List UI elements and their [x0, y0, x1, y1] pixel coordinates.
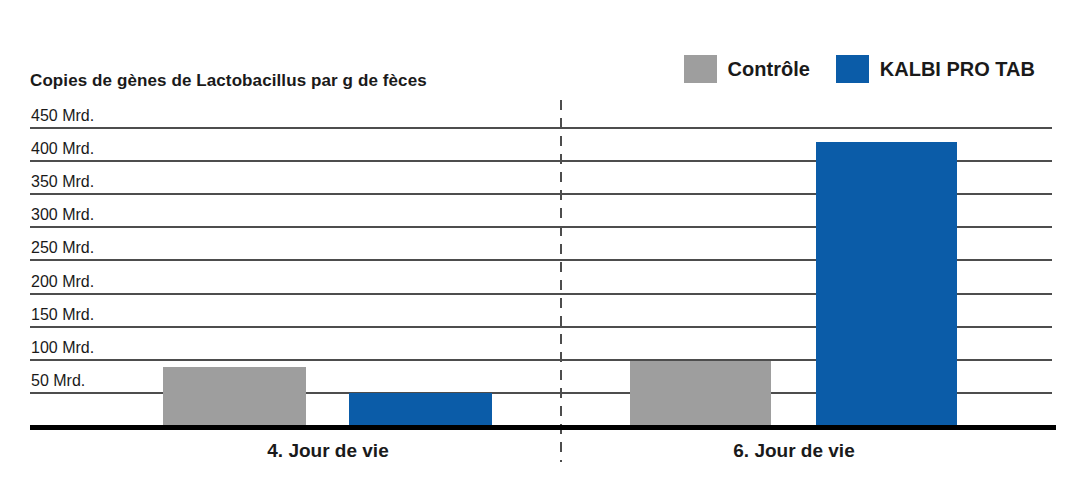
legend-item-controle: Contrôle	[684, 55, 810, 83]
plot-area: 50 Mrd. 100 Mrd. 150 Mrd. 200 Mrd. 250 Mrd. 3…	[30, 128, 1052, 426]
y-axis-tick-label-100: 100 Mrd.	[31, 340, 94, 356]
bar-kalbi-pro-tab-group-2	[816, 142, 957, 427]
y-axis-tick-label-150: 150 Mrd.	[31, 307, 94, 323]
bar-kalbi-pro-tab-group-1	[349, 393, 492, 427]
y-axis-tick-label-400: 400 Mrd.	[31, 141, 94, 157]
y-axis-tick-label-300: 300 Mrd.	[31, 207, 94, 223]
legend: Contrôle KALBI PRO TAB	[684, 55, 1035, 83]
y-axis-tick-label-200: 200 Mrd.	[31, 274, 94, 290]
chart-canvas: Copies de gènes de Lactobacillus par g d…	[0, 0, 1080, 483]
y-axis-tick-label-250: 250 Mrd.	[31, 240, 94, 256]
legend-label-controle: Contrôle	[728, 58, 810, 81]
legend-swatch-kalbi-pro-tab	[836, 55, 869, 83]
x-axis-label-day4: 4. Jour de vie	[267, 440, 388, 462]
bar-contr-le-group-2	[630, 361, 771, 427]
gridline-450	[30, 127, 1052, 129]
legend-item-kalbi-pro-tab: KALBI PRO TAB	[836, 55, 1035, 83]
legend-label-kalbi-pro-tab: KALBI PRO TAB	[880, 58, 1035, 81]
group-divider-dashed-line	[560, 100, 562, 462]
y-axis-tick-label-50: 50 Mrd.	[31, 373, 85, 389]
chart-title: Copies de gènes de Lactobacillus par g d…	[30, 71, 427, 91]
y-axis-tick-label-350: 350 Mrd.	[31, 174, 94, 190]
bar-contr-le-group-1	[163, 367, 306, 427]
x-axis-baseline	[30, 425, 1056, 430]
legend-swatch-controle	[684, 55, 717, 83]
y-axis-tick-label-450: 450 Mrd.	[31, 108, 94, 124]
x-axis-label-day6: 6. Jour de vie	[733, 440, 854, 462]
